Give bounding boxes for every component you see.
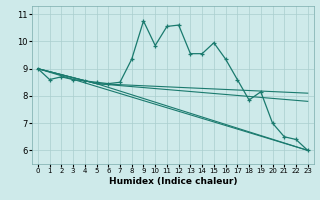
X-axis label: Humidex (Indice chaleur): Humidex (Indice chaleur) [108, 177, 237, 186]
